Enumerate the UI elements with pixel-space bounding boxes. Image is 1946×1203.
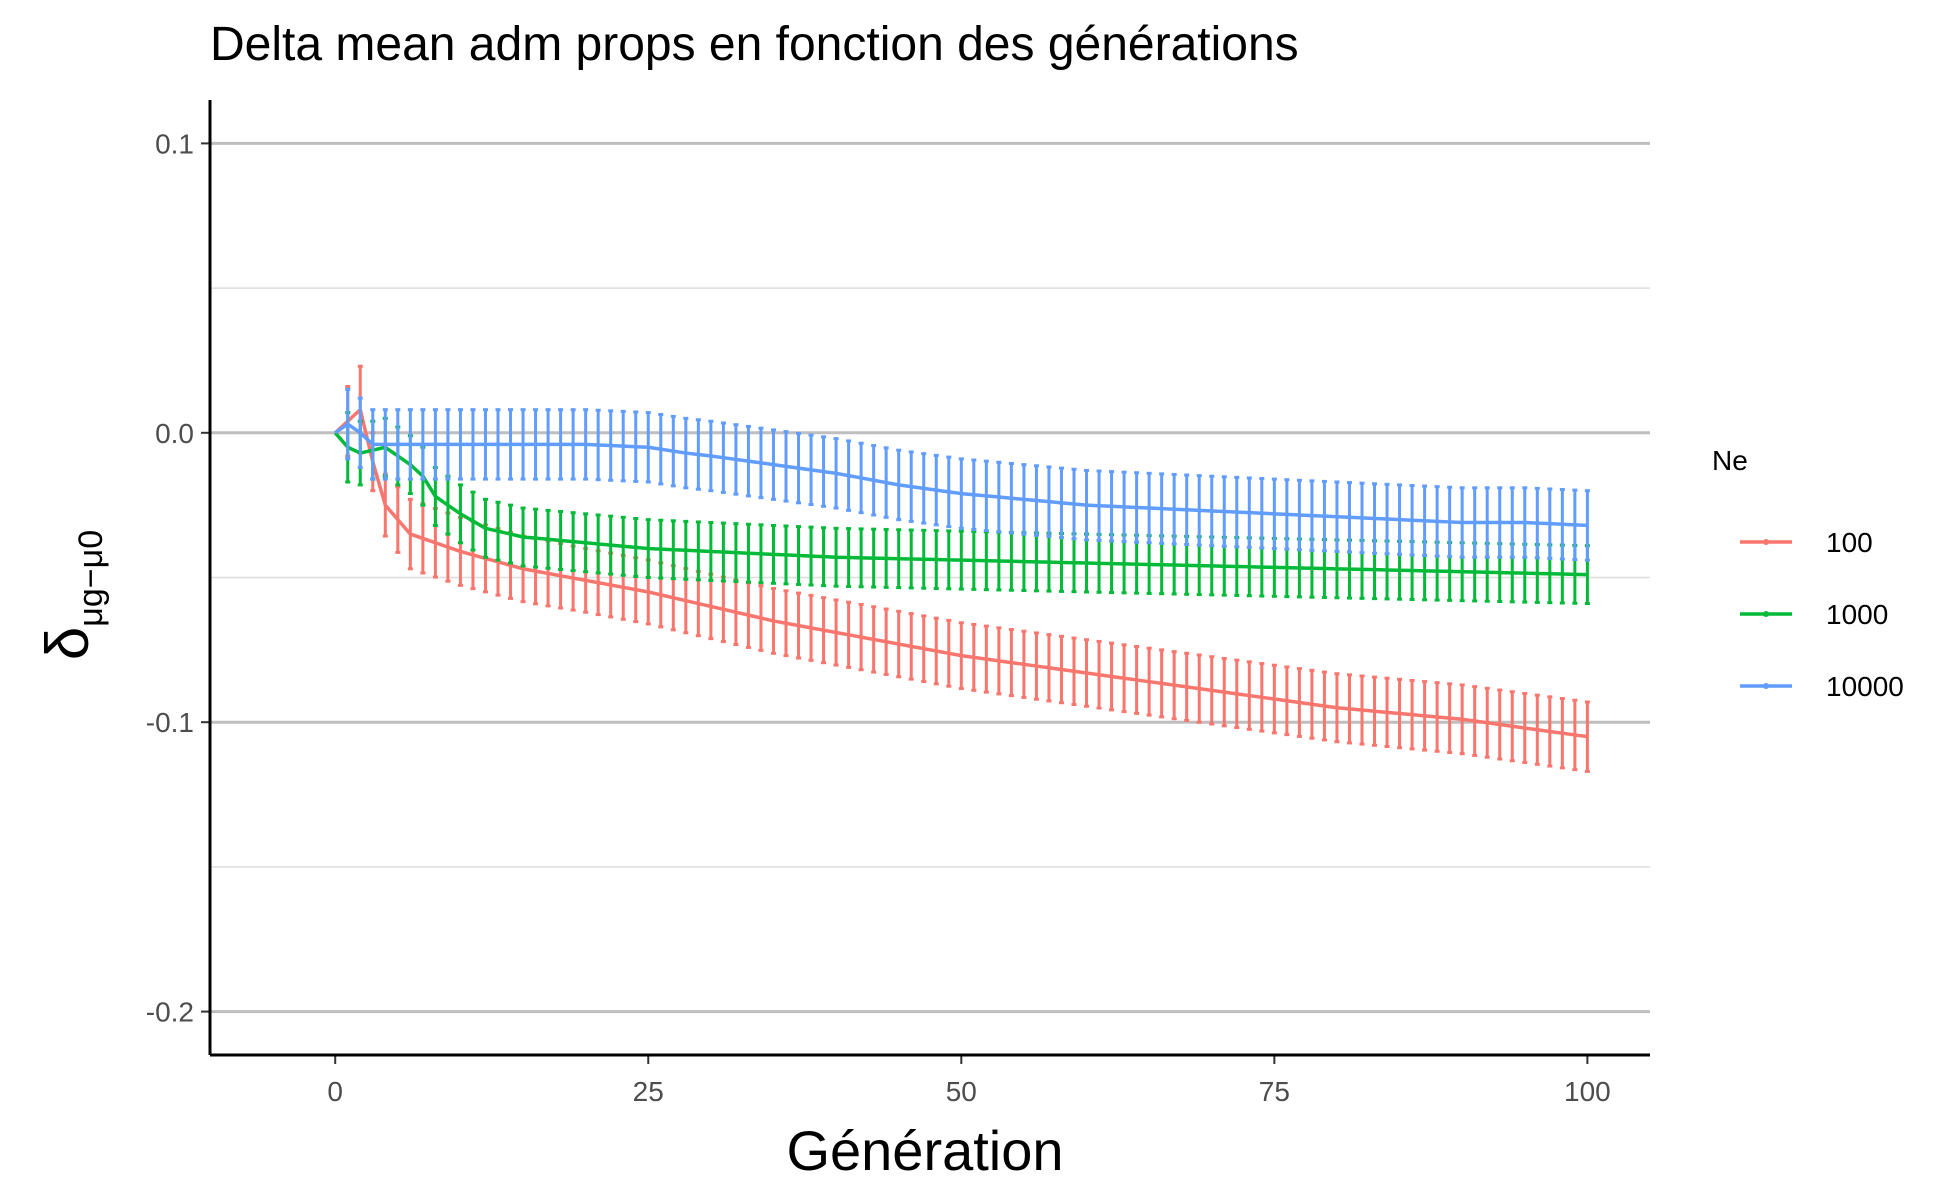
legend-item: 1000 xyxy=(1740,599,1888,630)
legend-title: Ne xyxy=(1712,445,1748,476)
y-tick-label: 0.1 xyxy=(155,128,194,159)
legend-key-point xyxy=(1763,611,1769,617)
x-tick-label: 0 xyxy=(327,1076,343,1107)
y-axis-title-symbol: δ xyxy=(34,627,101,660)
legend-label: 10000 xyxy=(1826,671,1904,702)
grid xyxy=(210,141,1650,1014)
legend-label: 100 xyxy=(1826,527,1873,558)
legend-label: 1000 xyxy=(1826,599,1888,630)
x-tick-label: 25 xyxy=(633,1076,664,1107)
y-tick-label: 0.0 xyxy=(155,418,194,449)
y-tick-label: -0.1 xyxy=(146,707,194,738)
legend: Ne 100 1000 10000 xyxy=(1712,445,1904,702)
legend-key-point xyxy=(1763,683,1769,689)
x-tick-label: 100 xyxy=(1564,1076,1611,1107)
chart-title: Delta mean adm props en fonction des gén… xyxy=(210,18,1299,71)
series-line xyxy=(334,422,1588,528)
x-tick-label: 50 xyxy=(946,1076,977,1107)
plot-area xyxy=(333,364,1590,773)
axis-labels: 0.1 0.0 -0.1 -0.2 0 25 50 75 100 xyxy=(146,128,1611,1107)
x-axis-title: Génération xyxy=(786,1119,1063,1182)
legend-item: 10000 xyxy=(1740,671,1904,702)
series-10000 xyxy=(334,387,1590,562)
legend-key-point xyxy=(1763,539,1769,545)
x-tick-label: 75 xyxy=(1259,1076,1290,1107)
axes xyxy=(201,100,1650,1064)
series-line xyxy=(334,407,1588,739)
legend-item: 100 xyxy=(1740,527,1873,558)
y-axis-title: δμg−μ0 xyxy=(34,530,110,660)
series-line xyxy=(333,431,1588,577)
y-tick-label: -0.2 xyxy=(146,997,194,1028)
y-axis-title-subscript: μg−μ0 xyxy=(72,530,110,627)
